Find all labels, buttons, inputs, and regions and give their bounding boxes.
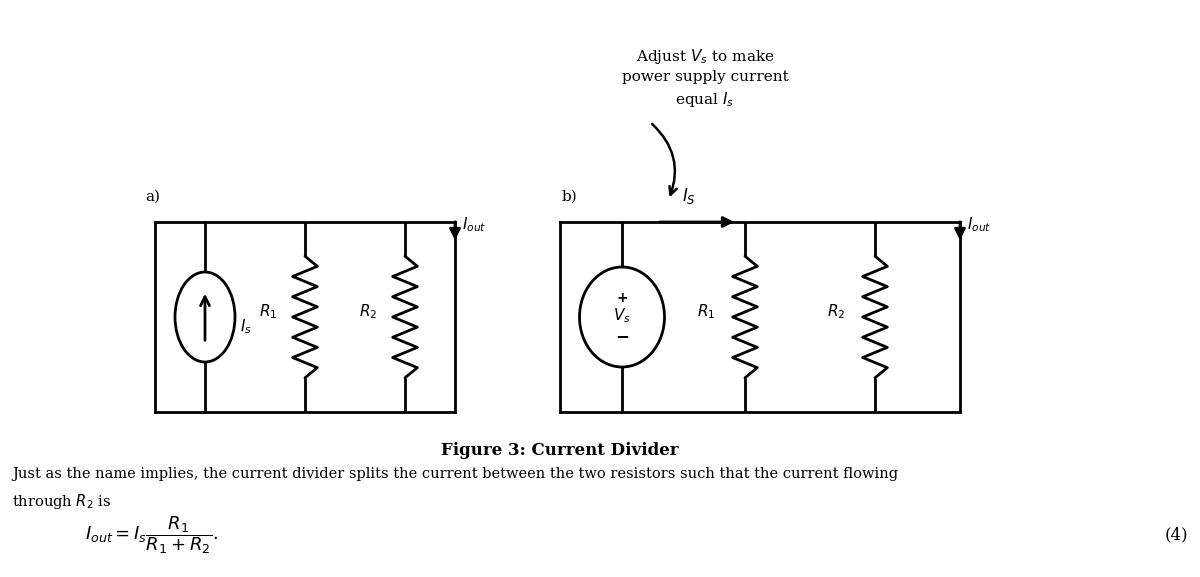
Text: (4): (4)	[1164, 526, 1188, 544]
Text: a): a)	[145, 190, 160, 204]
Text: $R_1$: $R_1$	[697, 303, 715, 321]
Text: Just as the name implies, the current divider splits the current between the two: Just as the name implies, the current di…	[12, 467, 898, 481]
Text: through $R_2$ is: through $R_2$ is	[12, 492, 112, 511]
Text: Adjust $V_s$ to make
power supply current
equal $I_s$: Adjust $V_s$ to make power supply curren…	[622, 47, 788, 109]
Text: $R_2$: $R_2$	[827, 303, 845, 321]
Text: $I_s$: $I_s$	[240, 318, 252, 336]
Text: $R_2$: $R_2$	[359, 303, 377, 321]
Text: −: −	[616, 327, 629, 345]
Text: $I_S$: $I_S$	[682, 186, 696, 206]
Text: $R_1$: $R_1$	[259, 303, 277, 321]
Text: +: +	[616, 291, 628, 305]
Text: $I_{out}$: $I_{out}$	[967, 216, 991, 234]
Text: $I_{out}$: $I_{out}$	[462, 216, 486, 234]
Text: $I_{out} = I_s\dfrac{R_1}{R_1 + R_2}.$: $I_{out} = I_s\dfrac{R_1}{R_1 + R_2}.$	[85, 514, 218, 556]
Text: Figure 3: Current Divider: Figure 3: Current Divider	[442, 442, 679, 459]
Text: b): b)	[562, 190, 577, 204]
Text: $V_s$: $V_s$	[613, 306, 631, 325]
